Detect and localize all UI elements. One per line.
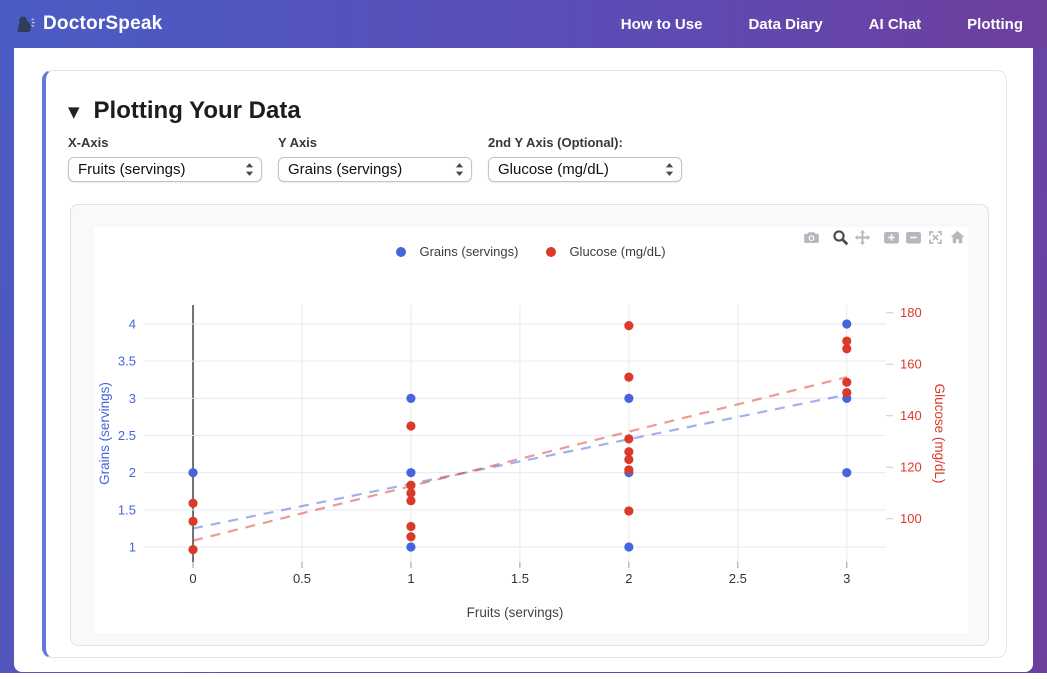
x-axis-select[interactable]: Fruits (servings) xyxy=(68,157,262,182)
svg-text:3: 3 xyxy=(843,571,850,586)
page-title: Plotting Your Data xyxy=(93,97,301,124)
autoscale-icon[interactable] xyxy=(927,229,944,246)
nav-links: How to Use Data Diary AI Chat Plotting xyxy=(621,16,1023,33)
svg-text:1.5: 1.5 xyxy=(118,502,136,517)
nav-link-ai-chat[interactable]: AI Chat xyxy=(868,15,922,33)
zoom-in-icon[interactable] xyxy=(883,229,900,246)
collapse-caret-icon[interactable]: ▼ xyxy=(68,103,80,121)
brand-name: DoctorSpeak xyxy=(43,13,163,34)
legend-marker-glucose xyxy=(546,246,557,257)
pan-icon[interactable] xyxy=(854,229,871,246)
svg-text:2.5: 2.5 xyxy=(729,571,747,586)
svg-text:3: 3 xyxy=(129,391,136,406)
plot-panel: Grains (servings) Glucose (mg/dL) 0 0.5 1 1… xyxy=(70,204,989,646)
content-sheet: ▼ Plotting Your Data X-Axis Fruits (serv… xyxy=(14,48,1033,672)
axis-controls: X-Axis Fruits (servings) Y Axis Grains (… xyxy=(68,135,982,182)
navbar: DoctorSpeak How to Use Data Diary AI Cha… xyxy=(0,0,1047,48)
legend-label-glucose: Glucose (mg/dL) xyxy=(569,244,666,259)
card-title-row: ▼ Plotting Your Data xyxy=(68,97,982,125)
y-axis-select-value: Grains (servings) xyxy=(288,161,403,178)
svg-text:2: 2 xyxy=(625,571,632,586)
zoom-icon[interactable] xyxy=(832,229,849,246)
svg-text:120: 120 xyxy=(900,460,922,475)
x-axis-control: X-Axis Fruits (servings) xyxy=(68,135,262,182)
svg-text:Glucose (mg/dL): Glucose (mg/dL) xyxy=(932,384,947,484)
svg-text:160: 160 xyxy=(900,357,922,372)
speaking-head-icon xyxy=(14,14,35,35)
brand[interactable]: DoctorSpeak xyxy=(14,13,162,35)
svg-text:1.5: 1.5 xyxy=(511,571,529,586)
y-axis-control: Y Axis Grains (servings) xyxy=(278,135,472,182)
svg-text:100: 100 xyxy=(900,511,922,526)
second-y-axis-select-value: Glucose (mg/dL) xyxy=(498,161,609,178)
nav-link-plotting[interactable]: Plotting xyxy=(967,15,1023,33)
chart-area[interactable]: Grains (servings) Glucose (mg/dL) 0 0.5 1 1… xyxy=(94,227,968,633)
y-axis-label: Y Axis xyxy=(278,135,318,150)
svg-text:140: 140 xyxy=(900,408,922,423)
nav-link-data-diary[interactable]: Data Diary xyxy=(748,15,823,33)
second-y-axis-select[interactable]: Glucose (mg/dL) xyxy=(488,157,682,182)
zoom-out-icon[interactable] xyxy=(905,229,922,246)
plotting-card: ▼ Plotting Your Data X-Axis Fruits (serv… xyxy=(42,70,1007,658)
camera-icon[interactable] xyxy=(803,229,820,246)
plotly-modebar xyxy=(791,229,966,246)
svg-text:180: 180 xyxy=(900,305,922,320)
select-chevrons-icon xyxy=(665,163,674,176)
plot-canvas[interactable]: 0 0.5 1 1.5 2 2.5 3 1 1.5 2 2.5 3 3.5 4 100 120 140 160 18… xyxy=(94,227,968,633)
legend-marker-grains xyxy=(396,246,407,257)
select-chevrons-icon xyxy=(455,163,464,176)
svg-text:Fruits (servings): Fruits (servings) xyxy=(467,605,564,620)
svg-text:0.5: 0.5 xyxy=(293,571,311,586)
svg-text:1: 1 xyxy=(407,571,414,586)
svg-text:2.5: 2.5 xyxy=(118,428,136,443)
svg-text:4: 4 xyxy=(129,317,136,332)
svg-text:2: 2 xyxy=(129,465,136,480)
svg-text:1: 1 xyxy=(129,539,136,554)
x-axis-select-value: Fruits (servings) xyxy=(78,161,186,178)
reset-home-icon[interactable] xyxy=(949,229,966,246)
nav-link-how-to-use[interactable]: How to Use xyxy=(620,15,703,33)
svg-text:0: 0 xyxy=(189,571,196,586)
second-y-axis-control: 2nd Y Axis (Optional): Glucose (mg/dL) xyxy=(488,135,682,182)
svg-text:3.5: 3.5 xyxy=(118,354,136,369)
select-chevrons-icon xyxy=(245,163,254,176)
legend-item-glucose[interactable]: Glucose (mg/dL) xyxy=(546,244,666,259)
svg-text:Grains (servings): Grains (servings) xyxy=(97,382,112,485)
legend-item-grains[interactable]: Grains (servings) xyxy=(396,244,518,259)
x-axis-label: X-Axis xyxy=(68,135,109,150)
chart-legend: Grains (servings) Glucose (mg/dL) xyxy=(94,244,968,259)
legend-label-grains: Grains (servings) xyxy=(419,244,519,259)
y-axis-select[interactable]: Grains (servings) xyxy=(278,157,472,182)
second-y-axis-label: 2nd Y Axis (Optional): xyxy=(488,135,623,150)
